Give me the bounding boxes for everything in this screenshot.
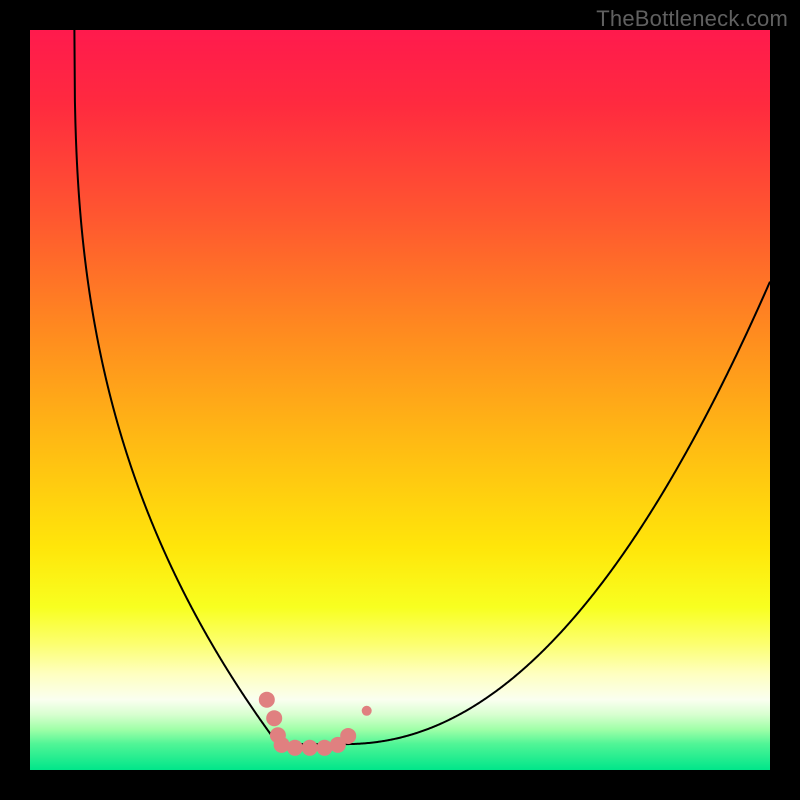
bead xyxy=(266,710,282,726)
bead xyxy=(362,706,372,716)
bead xyxy=(287,740,303,756)
bead xyxy=(340,728,356,744)
bottleneck-chart xyxy=(30,30,770,770)
bead xyxy=(274,737,290,753)
bead xyxy=(317,740,333,756)
bead xyxy=(259,692,275,708)
gradient-background xyxy=(30,30,770,770)
watermark-text: TheBottleneck.com xyxy=(596,6,788,32)
bead xyxy=(302,740,318,756)
